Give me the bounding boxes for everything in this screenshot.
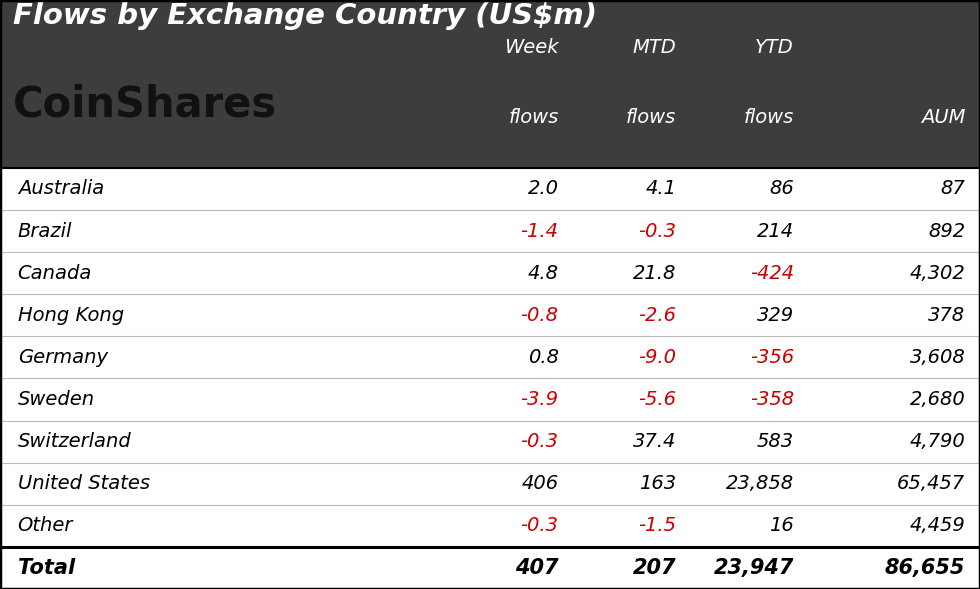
Text: Germany: Germany [18,348,108,367]
Text: 406: 406 [521,474,559,493]
Text: 4,790: 4,790 [909,432,965,451]
Text: 0.8: 0.8 [527,348,559,367]
Text: 378: 378 [928,306,965,325]
Text: Canada: Canada [18,264,92,283]
Text: 23,947: 23,947 [713,558,794,578]
Text: MTD: MTD [632,38,676,57]
Text: -1.4: -1.4 [520,221,559,240]
Text: CoinShares: CoinShares [13,83,277,125]
Text: YTD: YTD [755,38,794,57]
Text: Australia: Australia [18,180,104,198]
Text: 214: 214 [757,221,794,240]
Text: 4,459: 4,459 [909,517,965,535]
Text: -358: -358 [750,390,794,409]
Text: Brazil: Brazil [18,221,72,240]
Text: 86: 86 [769,180,794,198]
Text: -9.0: -9.0 [638,348,676,367]
Text: -2.6: -2.6 [638,306,676,325]
Text: United States: United States [18,474,150,493]
Text: 87: 87 [941,180,965,198]
Text: AUM: AUM [921,108,965,127]
Text: -0.3: -0.3 [638,221,676,240]
Text: flows: flows [509,108,559,127]
Text: 207: 207 [633,558,676,578]
Text: -0.3: -0.3 [520,517,559,535]
Text: Switzerland: Switzerland [18,432,131,451]
Text: -3.9: -3.9 [520,390,559,409]
Text: Total: Total [18,558,74,578]
Text: 4.8: 4.8 [527,264,559,283]
Text: 163: 163 [639,474,676,493]
Text: 21.8: 21.8 [633,264,676,283]
Text: flows: flows [626,108,676,127]
Text: -356: -356 [750,348,794,367]
Text: 65,457: 65,457 [897,474,965,493]
Text: -0.8: -0.8 [520,306,559,325]
Text: 329: 329 [757,306,794,325]
Text: 2,680: 2,680 [909,390,965,409]
Text: -1.5: -1.5 [638,517,676,535]
Text: 892: 892 [928,221,965,240]
Text: -0.3: -0.3 [520,432,559,451]
Text: 37.4: 37.4 [633,432,676,451]
Text: 16: 16 [769,517,794,535]
Text: -5.6: -5.6 [638,390,676,409]
Text: Week: Week [504,38,559,57]
Text: Hong Kong: Hong Kong [18,306,123,325]
Text: 23,858: 23,858 [725,474,794,493]
Text: 86,655: 86,655 [885,558,965,578]
Text: 4.1: 4.1 [645,180,676,198]
Text: flows: flows [744,108,794,127]
Text: 4,302: 4,302 [909,264,965,283]
Text: Flows by Exchange Country (US$m): Flows by Exchange Country (US$m) [13,2,597,30]
Text: 407: 407 [515,558,559,578]
Text: 2.0: 2.0 [527,180,559,198]
Text: -424: -424 [750,264,794,283]
Text: 3,608: 3,608 [909,348,965,367]
Text: 583: 583 [757,432,794,451]
Text: Sweden: Sweden [18,390,95,409]
Text: Other: Other [18,517,73,535]
